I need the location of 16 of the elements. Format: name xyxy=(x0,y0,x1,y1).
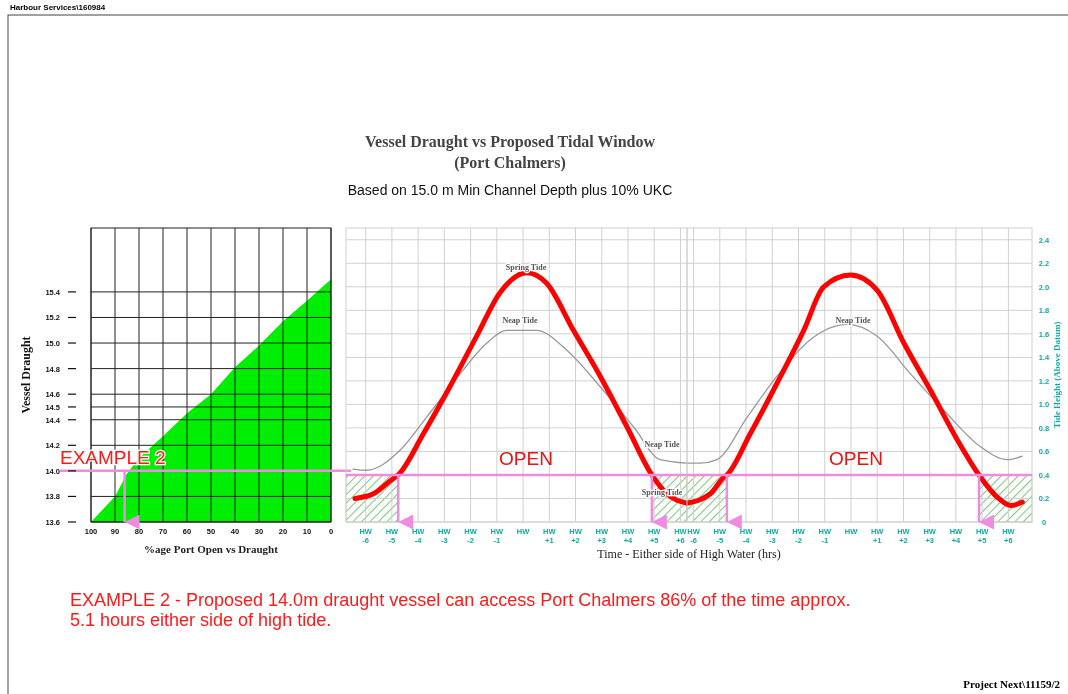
annotation: Neap Tide xyxy=(502,316,538,325)
annotation: Neap Tide xyxy=(835,316,871,325)
text: Harbour Services\160984 xyxy=(10,3,106,12)
x-axis-title: %age Port Open vs Draught xyxy=(144,543,279,555)
annotation: OPEN xyxy=(829,448,883,469)
text: Project Next\11159/2 xyxy=(963,678,1061,690)
text: 5.1 hours either side of high tide. xyxy=(70,610,332,630)
text: EXAMPLE 2 - Proposed 14.0m draught vessel can access Port Chalmers 86% of the time approx. xyxy=(70,590,851,610)
chart-subtitle: Based on 15.0 m Min Channel Depth plus 10% UKC xyxy=(347,182,673,198)
annotation: Neap Tide xyxy=(644,440,680,449)
x-axis-title: Time - Either side of High Water (hrs) xyxy=(597,547,781,561)
y-axis-title: Vessel Draught xyxy=(19,336,33,414)
annotation: OPEN xyxy=(499,448,553,469)
chart-title: Vessel Draught vs Proposed Tidal Window (Port Chalmers) xyxy=(364,133,656,172)
annotation: Spring Tide xyxy=(505,263,547,272)
y-axis-title: Tide Height (Above Datum) xyxy=(1052,321,1062,429)
